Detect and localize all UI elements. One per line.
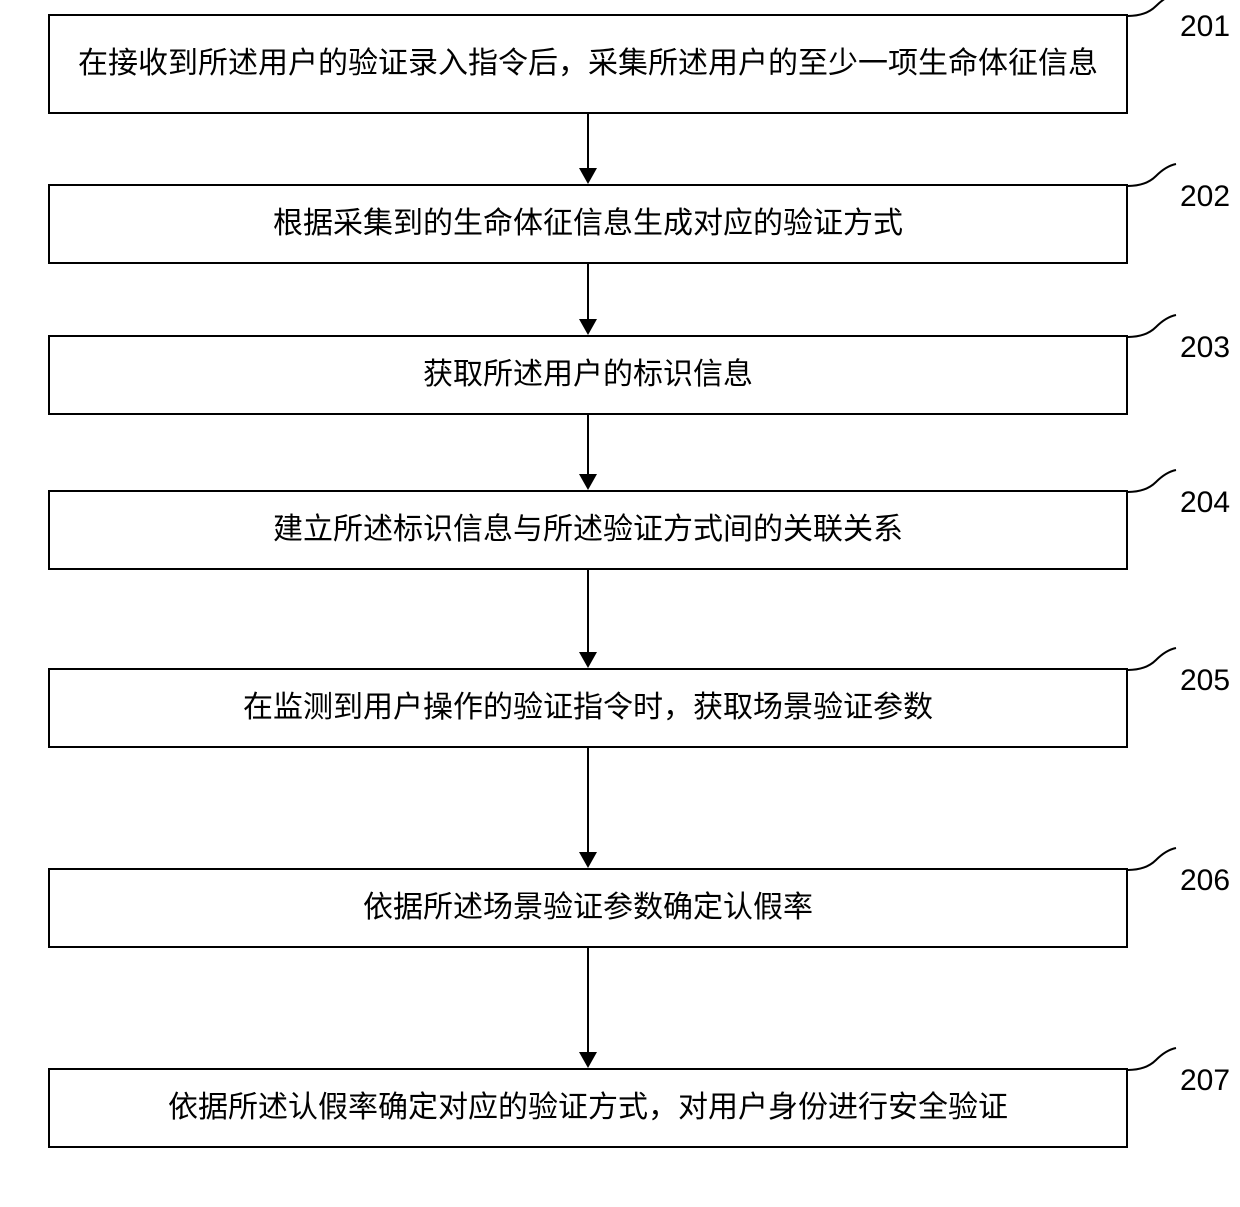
arrow-202-203 — [587, 264, 589, 319]
flow-step-label-201: 201 — [1180, 10, 1230, 44]
flow-step-label-205: 205 — [1180, 664, 1230, 698]
arrow-head-205-206 — [579, 852, 597, 868]
arrow-head-204-205 — [579, 652, 597, 668]
flow-step-text: 根据采集到的生命体征信息生成对应的验证方式 — [273, 203, 903, 245]
flow-step-202: 根据采集到的生命体征信息生成对应的验证方式 — [48, 184, 1128, 264]
flow-step-text: 在监测到用户操作的验证指令时，获取场景验证参数 — [243, 687, 933, 729]
flow-step-203: 获取所述用户的标识信息 — [48, 335, 1128, 415]
arrow-203-204 — [587, 415, 589, 474]
flow-step-text: 依据所述认假率确定对应的验证方式，对用户身份进行安全验证 — [168, 1087, 1008, 1129]
flow-step-text: 建立所述标识信息与所述验证方式间的关联关系 — [273, 509, 903, 551]
leader-curve-206 — [1126, 840, 1186, 890]
arrow-201-202 — [587, 114, 589, 168]
arrow-head-202-203 — [579, 319, 597, 335]
leader-curve-204 — [1126, 462, 1186, 512]
flow-step-201: 在接收到所述用户的验证录入指令后，采集所述用户的至少一项生命体征信息 — [48, 14, 1128, 114]
flow-step-207: 依据所述认假率确定对应的验证方式，对用户身份进行安全验证 — [48, 1068, 1128, 1148]
flow-step-label-202: 202 — [1180, 180, 1230, 214]
arrow-head-203-204 — [579, 474, 597, 490]
arrow-205-206 — [587, 748, 589, 852]
flow-step-206: 依据所述场景验证参数确定认假率 — [48, 868, 1128, 948]
flow-step-label-206: 206 — [1180, 864, 1230, 898]
leader-curve-205 — [1126, 640, 1186, 690]
flow-step-text: 依据所述场景验证参数确定认假率 — [363, 887, 813, 929]
flow-step-204: 建立所述标识信息与所述验证方式间的关联关系 — [48, 490, 1128, 570]
arrow-206-207 — [587, 948, 589, 1052]
leader-curve-203 — [1126, 307, 1186, 357]
leader-curve-202 — [1126, 156, 1186, 206]
leader-curve-207 — [1126, 1040, 1186, 1090]
flow-step-205: 在监测到用户操作的验证指令时，获取场景验证参数 — [48, 668, 1128, 748]
flowchart-canvas: 在接收到所述用户的验证录入指令后，采集所述用户的至少一项生命体征信息 201 根据采… — [0, 0, 1240, 1207]
arrow-204-205 — [587, 570, 589, 652]
arrow-head-201-202 — [579, 168, 597, 184]
flow-step-label-204: 204 — [1180, 486, 1230, 520]
leader-curve-201 — [1126, 0, 1186, 36]
flow-step-label-203: 203 — [1180, 331, 1230, 365]
arrow-head-206-207 — [579, 1052, 597, 1068]
flow-step-label-207: 207 — [1180, 1064, 1230, 1098]
flow-step-text: 在接收到所述用户的验证录入指令后，采集所述用户的至少一项生命体征信息 — [78, 43, 1098, 85]
flow-step-text: 获取所述用户的标识信息 — [423, 354, 753, 396]
